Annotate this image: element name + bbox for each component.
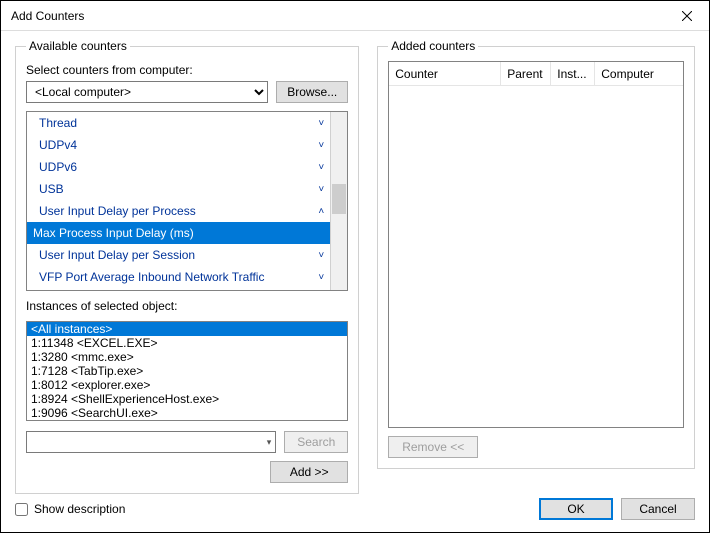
chevron-down-icon: ˅ bbox=[318, 162, 324, 173]
computer-label: Select counters from computer: bbox=[26, 63, 348, 77]
titlebar: Add Counters bbox=[1, 1, 709, 31]
column-header[interactable]: Counter bbox=[389, 62, 501, 85]
counter-item-label: VFP Port Average Inbound Network Traffic bbox=[39, 270, 318, 284]
left-column: Available counters Select counters from … bbox=[15, 39, 359, 469]
counter-item[interactable]: UDPv6˅ bbox=[27, 156, 330, 178]
counter-item-label: Thread bbox=[39, 116, 318, 130]
add-button[interactable]: Add >> bbox=[270, 461, 348, 483]
chevron-down-icon: ˅ bbox=[318, 184, 324, 195]
instance-item[interactable]: 1:11348 <EXCEL.EXE> bbox=[27, 336, 347, 350]
counter-item[interactable]: Thread˅ bbox=[27, 112, 330, 134]
cancel-button[interactable]: Cancel bbox=[621, 498, 695, 520]
window-title: Add Counters bbox=[11, 9, 664, 23]
added-counters-legend: Added counters bbox=[388, 39, 478, 53]
dialog-body: Available counters Select counters from … bbox=[1, 31, 709, 469]
browse-button[interactable]: Browse... bbox=[276, 81, 348, 103]
instance-item[interactable]: 1:7128 <TabTip.exe> bbox=[27, 364, 347, 378]
computer-select[interactable]: <Local computer> bbox=[26, 81, 268, 103]
search-button[interactable]: Search bbox=[284, 431, 348, 453]
chevron-down-icon: ˅ bbox=[318, 140, 324, 151]
instance-search-combo[interactable]: ▾ bbox=[26, 431, 276, 453]
instance-item[interactable]: 1:3280 <mmc.exe> bbox=[27, 350, 347, 364]
dialog-footer: Show description OK Cancel bbox=[15, 498, 695, 520]
counter-item-label: User Input Delay per Process bbox=[39, 204, 318, 218]
available-counters-legend: Available counters bbox=[26, 39, 130, 53]
add-counters-dialog: Add Counters Available counters Select c… bbox=[0, 0, 710, 533]
chevron-down-icon: ˅ bbox=[318, 250, 324, 261]
counter-item-label: Max Process Input Delay (ms) bbox=[33, 226, 324, 240]
counter-item-label: UDPv4 bbox=[39, 138, 318, 152]
available-counters-group: Available counters Select counters from … bbox=[15, 39, 359, 494]
counter-item[interactable]: VFP Port Average Inbound Network Traffic… bbox=[27, 266, 330, 288]
right-column: Added counters CounterParentInst...Compu… bbox=[377, 39, 695, 469]
close-button[interactable] bbox=[664, 1, 709, 30]
column-header[interactable]: Computer bbox=[595, 62, 683, 85]
instance-item[interactable]: 1:8924 <ShellExperienceHost.exe> bbox=[27, 392, 347, 406]
counter-item[interactable]: UDPv4˅ bbox=[27, 134, 330, 156]
instances-label: Instances of selected object: bbox=[26, 299, 348, 313]
table-header: CounterParentInst...Computer bbox=[389, 62, 683, 86]
scroll-thumb[interactable] bbox=[332, 184, 346, 214]
remove-button[interactable]: Remove << bbox=[388, 436, 478, 458]
counter-item[interactable]: USB˅ bbox=[27, 178, 330, 200]
instances-listbox[interactable]: <All instances>1:11348 <EXCEL.EXE>1:3280… bbox=[26, 321, 348, 421]
instance-item[interactable]: 1:8012 <explorer.exe> bbox=[27, 378, 347, 392]
counters-scrollbar[interactable] bbox=[330, 112, 347, 290]
ok-button[interactable]: OK bbox=[539, 498, 613, 520]
column-header[interactable]: Inst... bbox=[551, 62, 595, 85]
close-icon bbox=[682, 11, 692, 21]
counter-item-label: User Input Delay per Session bbox=[39, 248, 318, 262]
chevron-down-icon: ˅ bbox=[318, 118, 324, 129]
show-description-checkbox[interactable]: Show description bbox=[15, 502, 125, 516]
instance-item[interactable]: <All instances> bbox=[27, 322, 347, 336]
counters-listbox[interactable]: Thread˅UDPv4˅UDPv6˅USB˅User Input Delay … bbox=[26, 111, 348, 291]
instance-item[interactable]: 1:9096 <SearchUI.exe> bbox=[27, 406, 347, 420]
show-description-input[interactable] bbox=[15, 503, 28, 516]
column-header[interactable]: Parent bbox=[501, 62, 551, 85]
counter-item[interactable]: Max Process Input Delay (ms) bbox=[27, 222, 330, 244]
chevron-down-icon: ˅ bbox=[318, 272, 324, 283]
added-counters-table[interactable]: CounterParentInst...Computer bbox=[388, 61, 684, 428]
added-counters-group: Added counters CounterParentInst...Compu… bbox=[377, 39, 695, 469]
counter-item[interactable]: User Input Delay per Process˄ bbox=[27, 200, 330, 222]
show-description-label: Show description bbox=[34, 502, 125, 516]
chevron-down-icon: ▾ bbox=[267, 437, 272, 448]
counter-item[interactable]: User Input Delay per Session˅ bbox=[27, 244, 330, 266]
chevron-up-icon: ˄ bbox=[318, 206, 324, 217]
counter-item-label: UDPv6 bbox=[39, 160, 318, 174]
counter-item-label: USB bbox=[39, 182, 318, 196]
